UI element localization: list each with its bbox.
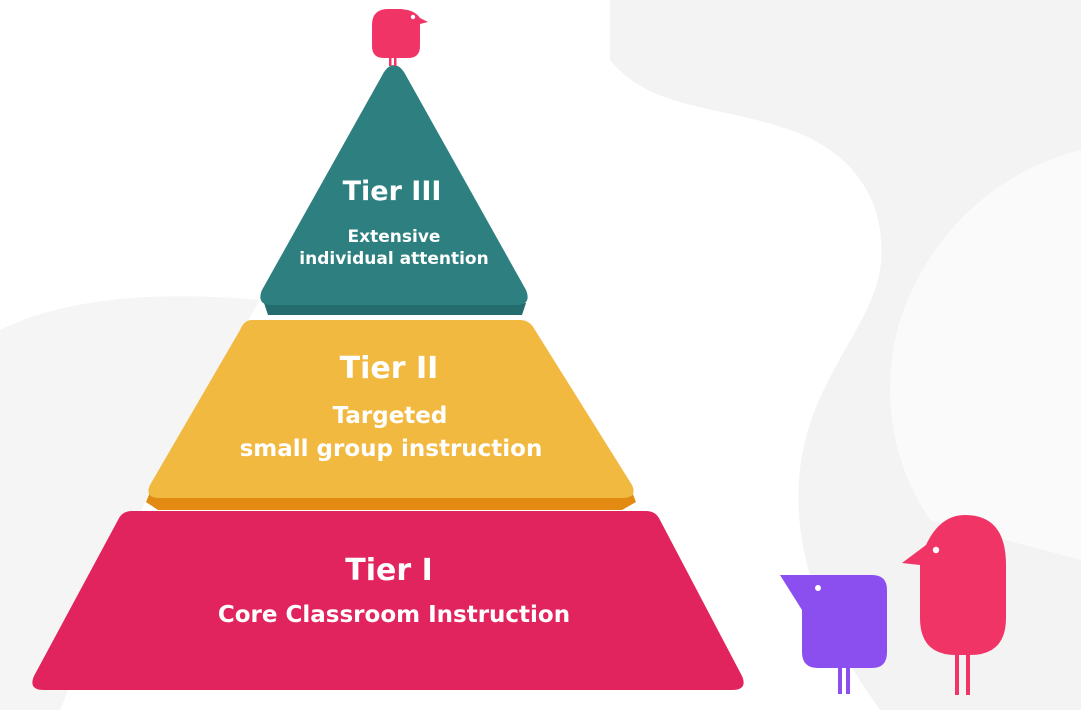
tier-2-layer: Tier II Targeted small group instruction xyxy=(146,320,636,510)
bird-icon-purple xyxy=(780,575,887,694)
tier-2-title: Tier II xyxy=(340,351,439,386)
bird-icon-pink xyxy=(902,515,1006,695)
tier-3-layer: Tier III Extensive individual attention xyxy=(260,65,528,315)
background-blob-lower-left xyxy=(0,296,260,710)
tier-2-description-line2: small group instruction xyxy=(240,436,543,462)
tier-3-shape xyxy=(260,65,528,305)
tier-2-description-line1: Targeted xyxy=(333,403,448,429)
tier-3-description-line2: individual attention xyxy=(299,249,488,269)
tier-3-shadow xyxy=(264,303,526,315)
bird-icon-top xyxy=(372,9,428,66)
tier-1-layer: Tier I Core Classroom Instruction xyxy=(32,511,744,690)
tier-3-description-line1: Extensive xyxy=(348,227,441,247)
tier-1-title: Tier I xyxy=(345,553,433,588)
background-blob-right-inner xyxy=(890,150,1081,560)
tier-2-shape xyxy=(148,320,634,498)
tier-3-title: Tier III xyxy=(343,176,442,207)
tier-1-description: Core Classroom Instruction xyxy=(218,602,570,628)
tier-1-shape xyxy=(32,511,744,690)
